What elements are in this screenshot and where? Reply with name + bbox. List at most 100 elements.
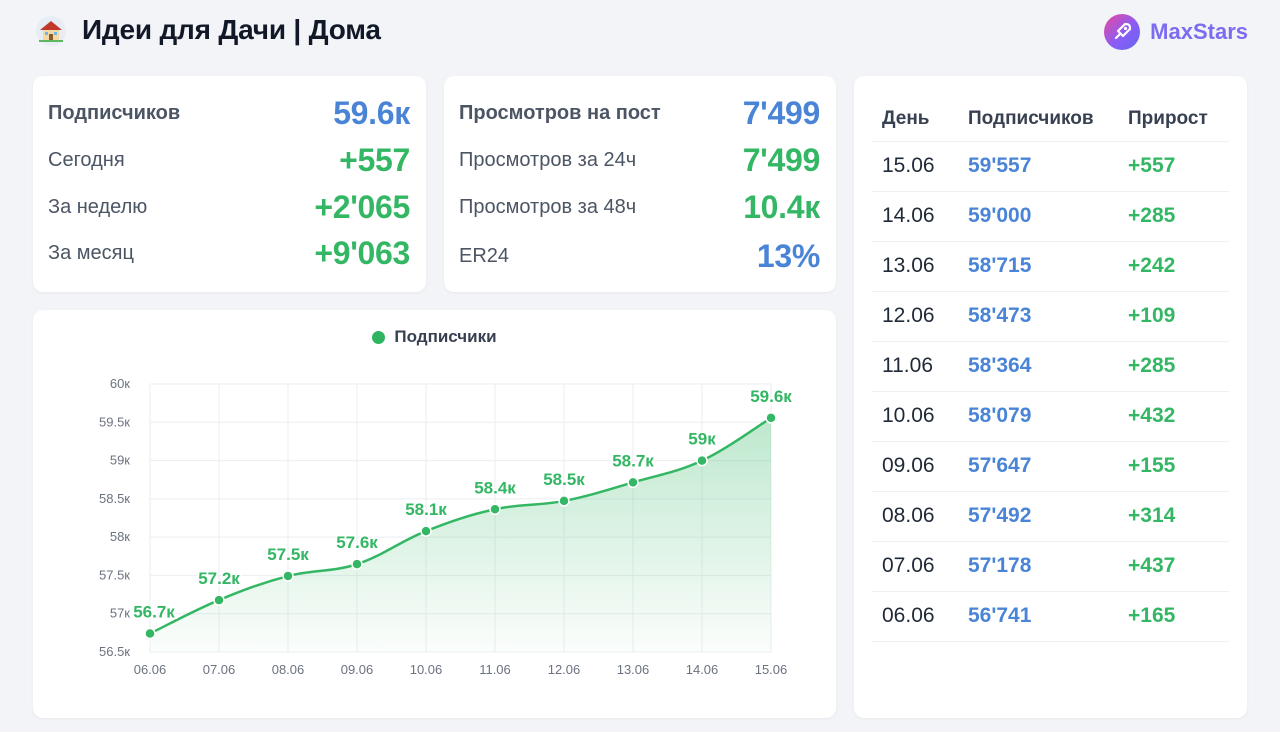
- data-label: 57.5к: [267, 545, 309, 564]
- stat-value: 10.4к: [743, 188, 820, 225]
- data-point: [144, 627, 156, 640]
- x-tick-label: 07.06: [203, 662, 236, 677]
- data-point: [351, 558, 363, 570]
- header: Идеи для Дачи | Дома MaxStars: [0, 0, 1280, 64]
- x-tick-label: 08.06: [272, 662, 305, 677]
- x-tick-label: 12.06: [548, 662, 581, 677]
- stat-value: 7'499: [742, 94, 821, 131]
- subscribers-card: Подписчиков 59.6к Сегодня +557 За неделю…: [33, 76, 426, 292]
- cell-subscribers: 58'079: [968, 404, 1032, 427]
- table-row: 11.06 58'364 +285: [872, 342, 1229, 392]
- brand: MaxStars: [1104, 12, 1248, 52]
- cell-growth: +314: [1128, 504, 1176, 527]
- data-label: 58.1к: [405, 500, 447, 519]
- cell-day: 11.06: [882, 354, 933, 377]
- cell-growth: +437: [1128, 554, 1176, 577]
- data-label: 57.6к: [336, 533, 378, 552]
- cell-subscribers: 59'557: [968, 154, 1032, 177]
- table-row: 10.06 58'079 +432: [872, 392, 1229, 442]
- data-label: 58.7к: [612, 451, 654, 470]
- x-tick-label: 11.06: [479, 662, 511, 677]
- cell-subscribers: 59'000: [968, 204, 1032, 227]
- stat-label: Просмотров за 48ч: [459, 195, 637, 218]
- rocket-logo-icon: [1104, 14, 1141, 50]
- cell-subscribers: 57'492: [968, 504, 1032, 527]
- data-point: [213, 594, 225, 606]
- cell-growth: +557: [1128, 154, 1176, 177]
- table-row: 08.06 57'492 +314: [872, 492, 1229, 542]
- data-label: 59.6к: [750, 387, 792, 406]
- house-icon: [36, 16, 66, 46]
- channel-title: Идеи для Дачи | Дома: [82, 14, 381, 45]
- cell-subscribers: 58'473: [968, 304, 1032, 327]
- stat-row-today: Сегодня +557: [48, 140, 410, 180]
- subscribers-chart: 56.5к 57к 57.5к 58к 58.5к 59к 59.5к 60к 06.06 07.…: [99, 376, 794, 677]
- cell-growth: +155: [1128, 454, 1176, 477]
- stat-value: +2'065: [314, 188, 410, 225]
- cell-day: 12.06: [882, 304, 935, 327]
- stat-label: Подписчиков: [48, 101, 181, 124]
- y-tick-label: 58.5к: [99, 491, 130, 506]
- cell-growth: +432: [1128, 404, 1176, 427]
- y-tick-label: 57.5к: [99, 567, 130, 582]
- table-row: 13.06 58'715 +242: [872, 242, 1229, 292]
- stat-value: 13%: [756, 237, 820, 274]
- x-tick-label: 13.06: [617, 662, 650, 677]
- cell-growth: +285: [1128, 354, 1176, 377]
- cell-subscribers: 58'364: [968, 354, 1032, 377]
- y-tick-label: 58к: [110, 529, 130, 544]
- chart-legend[interactable]: Подписчики: [33, 326, 836, 348]
- subscribers-chart-card: 56.5к 57к 57.5к 58к 58.5к 59к 59.5к 60к 06.06 07.…: [33, 310, 836, 718]
- table-row: 12.06 58'473 +109: [872, 292, 1229, 342]
- stat-row-subscribers: Подписчиков 59.6к: [48, 93, 410, 133]
- data-label: 57.2к: [198, 569, 240, 588]
- table-row: 14.06 59'000 +285: [872, 192, 1229, 242]
- data-point: [282, 570, 294, 582]
- stat-row-views-24h: Просмотров за 24ч 7'499: [459, 140, 820, 180]
- data-point: [765, 412, 777, 424]
- stat-value: +9'063: [314, 234, 410, 271]
- stat-label: ER24: [459, 244, 510, 267]
- data-point: [489, 503, 501, 516]
- column-header-growth: Прирост: [1128, 108, 1208, 129]
- cell-day: 10.06: [882, 404, 935, 427]
- y-tick-label: 57к: [110, 606, 130, 621]
- cell-day: 13.06: [882, 254, 935, 277]
- stat-label: Просмотров за 24ч: [459, 148, 637, 171]
- y-tick-label: 59к: [110, 453, 130, 468]
- table-header: День Подписчиков Прирост: [872, 102, 1229, 142]
- cell-growth: +109: [1128, 304, 1176, 327]
- stat-row-er24: ER24 13%: [459, 236, 820, 276]
- cell-day: 14.06: [882, 204, 935, 227]
- stat-label: Просмотров на пост: [459, 101, 661, 124]
- stat-label: Сегодня: [48, 148, 125, 171]
- cell-day: 06.06: [882, 604, 935, 627]
- stat-row-month: За месяц +9'063: [48, 233, 410, 273]
- data-point: [627, 476, 639, 489]
- cell-subscribers: 57'647: [968, 454, 1032, 477]
- stat-row-week: За неделю +2'065: [48, 187, 410, 227]
- data-point: [696, 454, 708, 467]
- stat-label: За месяц: [48, 241, 134, 264]
- data-label: 58.4к: [474, 478, 516, 497]
- column-header-day: День: [882, 108, 930, 129]
- table-row: 06.06 56'741 +165: [872, 592, 1229, 642]
- stat-value: 59.6к: [333, 94, 410, 131]
- cell-subscribers: 58'715: [968, 254, 1032, 277]
- stat-row-views-per-post: Просмотров на пост 7'499: [459, 93, 820, 133]
- series-line: [149, 416, 772, 635]
- cell-day: 09.06: [882, 454, 935, 477]
- legend-label: Подписчики: [394, 327, 497, 346]
- x-tick-label: 06.06: [134, 662, 167, 677]
- stat-row-views-48h: Просмотров за 48ч 10.4к: [459, 187, 820, 227]
- series-area: [150, 417, 771, 652]
- x-tick-label: 14.06: [686, 662, 719, 677]
- y-tick-label: 60к: [110, 376, 130, 391]
- data-point: [558, 495, 570, 507]
- data-label: 58.5к: [543, 470, 585, 489]
- y-tick-label: 59.5к: [99, 414, 130, 429]
- cell-growth: +242: [1128, 254, 1176, 277]
- cell-day: 15.06: [882, 154, 935, 177]
- cell-day: 07.06: [882, 554, 935, 577]
- data-point: [420, 525, 432, 537]
